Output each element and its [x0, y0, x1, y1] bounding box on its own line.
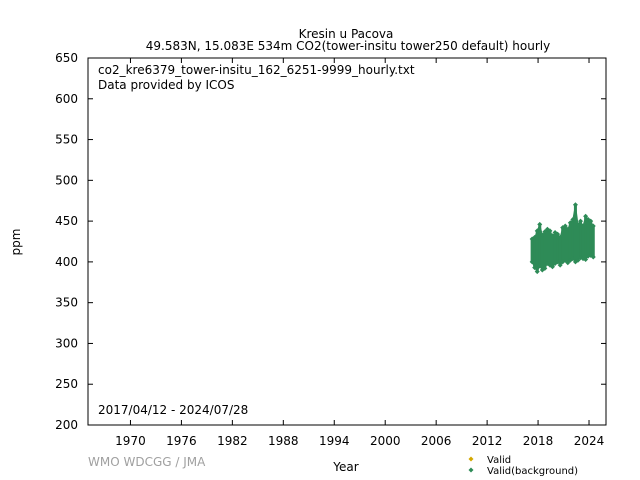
data-point-high: [583, 213, 589, 219]
legend-label: Valid: [487, 455, 511, 466]
x-tick-label: 1976: [166, 434, 197, 448]
data-point-low: [557, 262, 563, 268]
data-point-high: [537, 221, 543, 227]
x-tick-label: 1988: [268, 434, 299, 448]
data-point-high: [590, 223, 596, 229]
x-tick-label: 1982: [217, 434, 248, 448]
y-tick-label: 550: [55, 133, 78, 147]
plot-area: [87, 57, 607, 426]
chart-subtitle: 49.583N, 15.083E 534m CO2(tower-insitu t…: [146, 39, 550, 53]
chart-title: Kresin u Pacova: [299, 27, 394, 41]
x-tick-label: 1994: [319, 434, 350, 448]
x-tick-label: 2006: [421, 434, 452, 448]
y-axis: 200 250 300 350 400 450 500 550 600 650: [55, 51, 606, 432]
y-axis-label: ppm: [9, 229, 23, 256]
y-tick-label: 250: [55, 377, 78, 391]
data-point-high: [547, 228, 553, 234]
legend-marker: [468, 467, 474, 473]
x-axis-label: Year: [332, 460, 358, 474]
data-point-high: [578, 218, 584, 224]
y-tick-label: 400: [55, 255, 78, 269]
file-label: co2_kre6379_tower-insitu_162_6251-9999_h…: [98, 63, 415, 77]
legend-marker: [468, 456, 474, 462]
x-axis: 1970 1976 1982 1988 1994 2000 2006 2012 2018 2024: [115, 58, 604, 448]
data-point-high: [588, 218, 594, 224]
y-tick-label: 450: [55, 214, 78, 228]
credit-label: WMO WDCGG / JMA: [88, 455, 206, 469]
x-tick-label: 2018: [523, 434, 554, 448]
data-point-high: [572, 202, 578, 208]
x-tick-label: 2000: [370, 434, 401, 448]
data-point-low: [590, 254, 596, 260]
y-tick-label: 600: [55, 92, 78, 106]
data-points: [529, 202, 596, 275]
data-point-high: [562, 223, 568, 229]
data-point-low: [583, 256, 589, 262]
y-tick-label: 350: [55, 296, 78, 310]
y-tick-label: 200: [55, 418, 78, 432]
data-point-low: [542, 265, 548, 271]
x-tick-label: 2012: [472, 434, 503, 448]
x-tick-label: 1970: [115, 434, 146, 448]
data-point-high: [555, 231, 561, 237]
date-range-label: 2017/04/12 - 2024/07/28: [98, 403, 248, 417]
data-point-low: [550, 264, 556, 270]
x-tick-label: 2024: [574, 434, 605, 448]
y-tick-label: 650: [55, 51, 78, 65]
legend-label: Valid(background): [487, 466, 578, 477]
y-tick-label: 300: [55, 336, 78, 350]
data-point-low: [534, 269, 540, 275]
provider-label: Data provided by ICOS: [98, 78, 234, 92]
y-tick-label: 500: [55, 173, 78, 187]
